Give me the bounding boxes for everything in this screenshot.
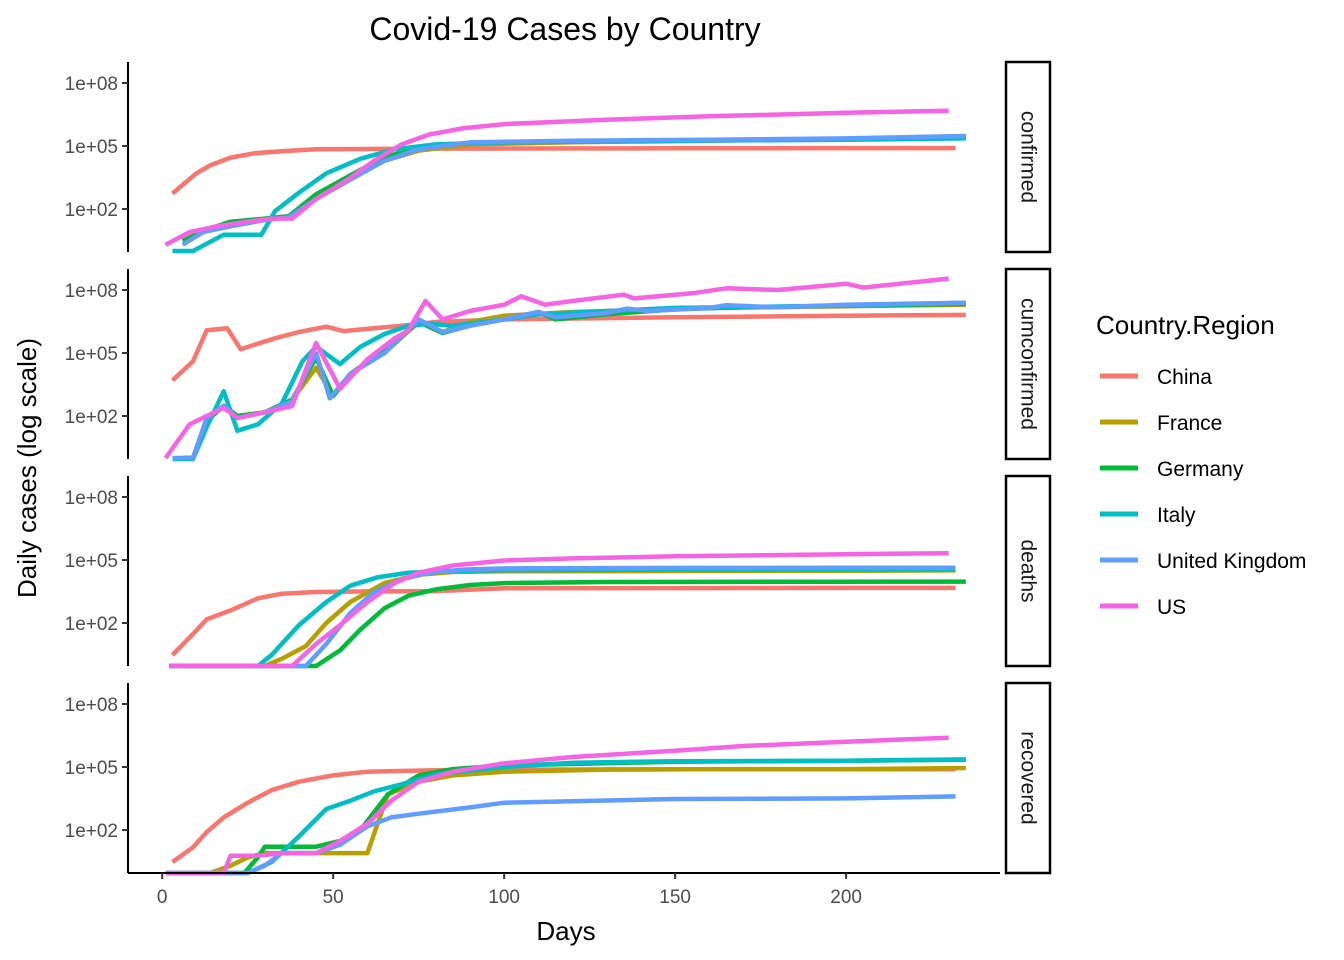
facet-strip xyxy=(1004,474,1052,668)
legend-item-china: China xyxy=(1100,366,1212,389)
facet-strip xyxy=(1004,267,1052,461)
y-tick-label: 1e+02 xyxy=(65,614,118,635)
series-line-united-kingdom xyxy=(165,794,956,876)
x-tick-label: 200 xyxy=(830,887,862,908)
panel-cumconfirmed: 1e+02 1e+05 1e+08 cumconfirmed xyxy=(65,267,1052,462)
legend-item-germany: Germany xyxy=(1100,458,1244,481)
series-line-italy xyxy=(172,300,966,462)
series-line-germany xyxy=(169,579,966,669)
legend-label: France xyxy=(1157,412,1222,435)
panel-deaths: 1e+02 1e+05 1e+08 deaths xyxy=(65,474,1052,669)
series-line-us xyxy=(165,735,949,876)
series-line-us xyxy=(169,550,949,669)
y-tick-label: 1e+05 xyxy=(65,551,118,572)
y-axis-title: Daily cases (log scale) xyxy=(12,338,42,598)
x-tick-label: 50 xyxy=(323,887,344,908)
x-axis-title: Days xyxy=(536,916,595,946)
series-line-france xyxy=(169,568,956,669)
legend-item-united-kingdom: United Kingdom xyxy=(1100,550,1306,573)
legend-item-france: France xyxy=(1100,412,1222,435)
facet-strip-label: deaths xyxy=(1017,539,1040,602)
y-tick-label: 1e+08 xyxy=(65,488,118,509)
y-tick-label: 1e+05 xyxy=(65,758,118,779)
legend-item-us: US xyxy=(1100,596,1186,619)
x-tick-label: 150 xyxy=(659,887,691,908)
series-line-germany xyxy=(165,757,966,876)
facet-strip-label: cumconfirmed xyxy=(1017,298,1040,430)
legend-title: Country.Region xyxy=(1096,310,1275,340)
legend-label: China xyxy=(1157,366,1212,389)
chart-title: Covid-19 Cases by Country xyxy=(369,11,760,47)
y-tick-label: 1e+02 xyxy=(65,821,118,842)
legend-item-italy: Italy xyxy=(1100,504,1196,527)
series-line-us xyxy=(164,108,949,247)
y-tick-label: 1e+08 xyxy=(65,281,118,302)
series-line-italy xyxy=(172,136,966,254)
series-line-italy xyxy=(165,757,966,876)
y-tick-label: 1e+08 xyxy=(65,695,118,716)
series-line-china xyxy=(170,585,956,657)
panel-confirmed: 1e+02 1e+05 1e+08 confirmed xyxy=(65,60,1052,254)
legend-label: US xyxy=(1157,596,1186,619)
series-line-us xyxy=(163,276,949,460)
facet-strip-label: confirmed xyxy=(1017,111,1040,203)
legend: Country.Region China France Germany Italy Un… xyxy=(1096,310,1306,619)
x-axis: 0 50 100 150 200 xyxy=(128,872,1000,908)
legend-label: United Kingdom xyxy=(1157,550,1306,573)
series-line-china xyxy=(170,312,966,382)
legend-label: Germany xyxy=(1157,458,1244,481)
y-tick-label: 1e+05 xyxy=(65,344,118,365)
panel-recovered: 1e+02 1e+05 1e+08 recovered xyxy=(65,681,1052,876)
y-tick-label: 1e+08 xyxy=(65,74,118,95)
y-tick-label: 1e+02 xyxy=(65,200,118,221)
x-tick-label: 100 xyxy=(488,887,520,908)
y-tick-label: 1e+05 xyxy=(65,137,118,158)
facet-strip xyxy=(1004,681,1052,875)
y-tick-label: 1e+02 xyxy=(65,407,118,428)
facet-strip-label: recovered xyxy=(1017,731,1040,824)
facet-strip xyxy=(1004,60,1052,254)
series-line-china xyxy=(171,145,956,196)
facet-panels: 1e+02 1e+05 1e+08 confirmed 1e+02 1e+05 1e+08 c… xyxy=(65,60,1052,876)
x-tick-label: 0 xyxy=(157,887,168,908)
legend-label: Italy xyxy=(1157,504,1196,527)
